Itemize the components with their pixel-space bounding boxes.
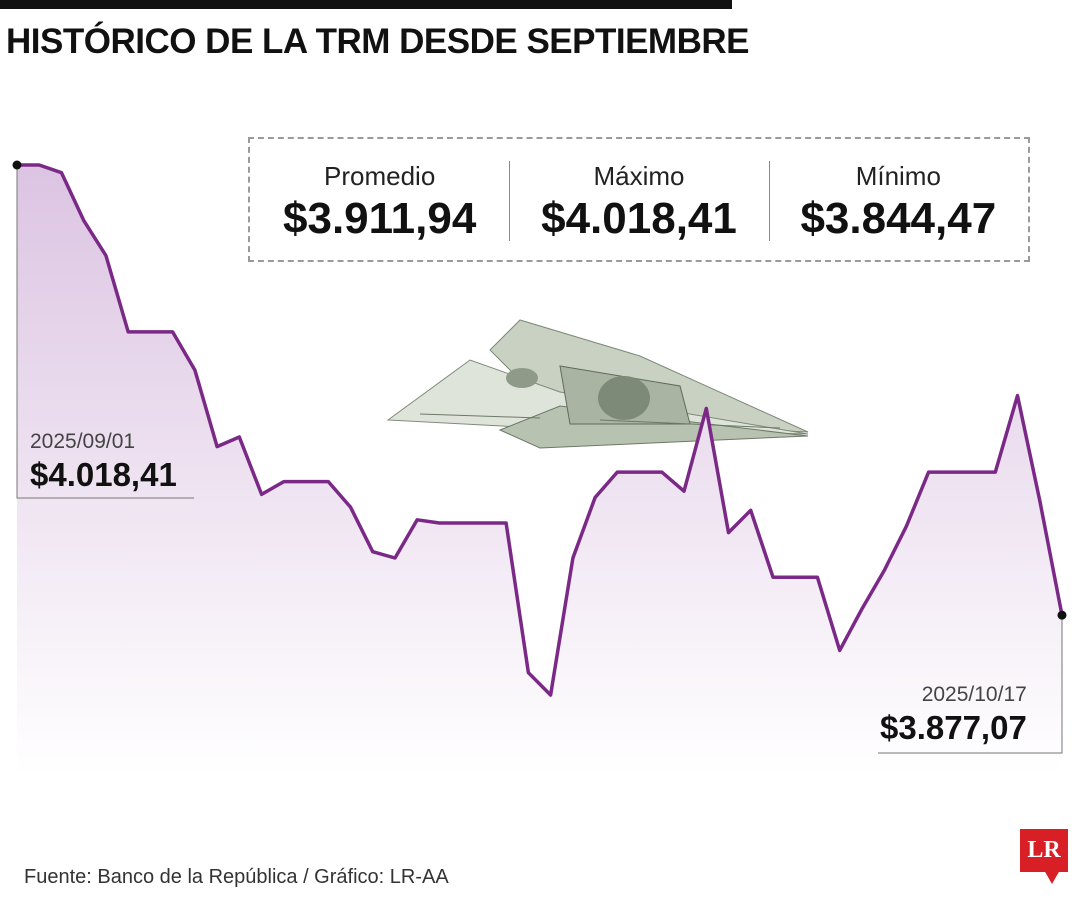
end-point xyxy=(1057,610,1067,620)
end-date-label: 2025/10/17 xyxy=(921,683,1027,706)
stat-average: Promedio $3.911,94 xyxy=(250,139,509,260)
stat-max: Máximo $4.018,41 xyxy=(509,139,768,260)
lr-logo-tail xyxy=(1044,870,1060,884)
stat-average-value: $3.911,94 xyxy=(283,194,477,243)
lr-logo: LR xyxy=(1020,829,1068,872)
start-date-label: 2025/09/01 xyxy=(30,430,136,453)
end-value-label: $3.877,07 xyxy=(880,709,1027,746)
start-value-label: $4.018,41 xyxy=(30,456,177,493)
stat-min-label: Mínimo xyxy=(855,161,941,191)
top-rule xyxy=(0,0,732,9)
stat-average-label: Promedio xyxy=(324,161,436,191)
stat-min-value: $3.844,47 xyxy=(800,194,997,243)
end-callout: 2025/10/17 $3.877,07 xyxy=(880,683,1027,747)
chart-title: HISTÓRICO DE LA TRM DESDE SEPTIEMBRE xyxy=(6,22,749,61)
stat-min: Mínimo $3.844,47 xyxy=(768,139,1028,260)
start-point xyxy=(12,160,22,170)
start-callout-leader xyxy=(16,165,194,499)
money-paper-plane-icon xyxy=(386,319,809,449)
stat-max-label: Máximo xyxy=(593,161,685,191)
start-callout: 2025/09/01 $4.018,41 xyxy=(30,430,177,494)
stat-max-value: $4.018,41 xyxy=(541,194,737,243)
stats-box: Promedio $3.911,94 Máximo $4.018,41 Míni… xyxy=(248,137,1030,262)
source-note: Fuente: Banco de la República / Gráfico:… xyxy=(24,866,449,888)
end-callout-leader xyxy=(878,615,1063,754)
series-line xyxy=(17,163,1064,697)
area-fill xyxy=(17,165,1062,775)
